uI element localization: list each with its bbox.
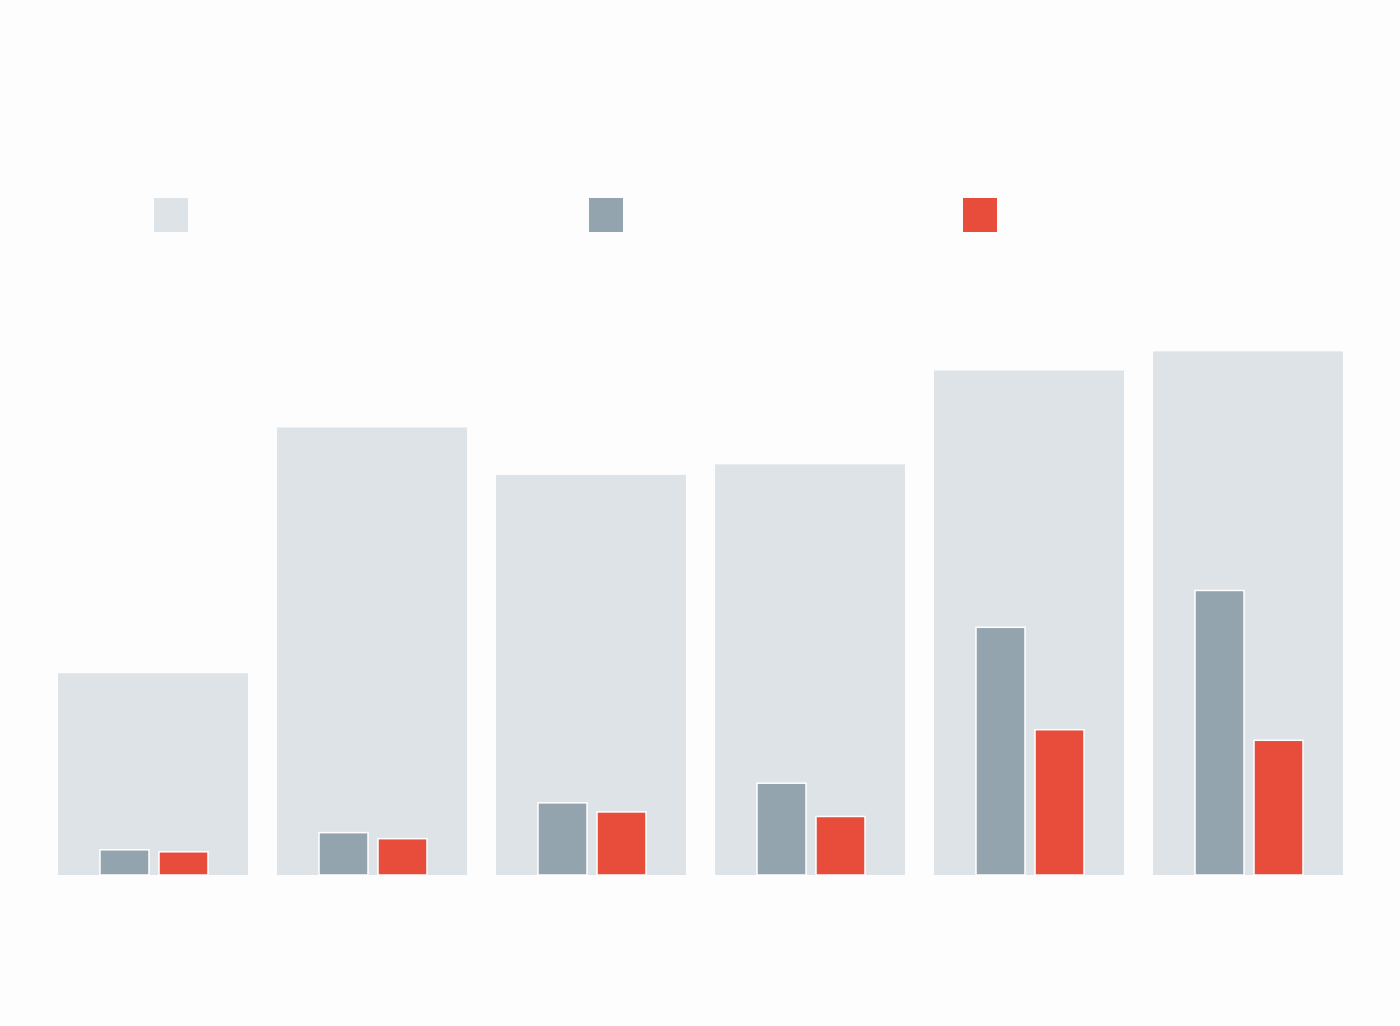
bars [58, 351, 1343, 876]
bar-group-3 [496, 474, 686, 876]
background-bar-1 [58, 673, 248, 875]
inner-right-bar-6 [1253, 739, 1304, 876]
background-bar-2 [277, 427, 467, 875]
inner-right-bar-1 [158, 851, 209, 876]
legend-swatch-1 [154, 198, 188, 232]
inner-left-bar-3 [537, 802, 588, 876]
background-bar-3 [496, 474, 686, 875]
inner-right-bar-3 [596, 811, 647, 876]
bar-group-5 [934, 370, 1124, 876]
inner-right-bar-2 [377, 837, 428, 876]
bar-group-2 [277, 427, 467, 876]
inner-left-bar-2 [318, 831, 369, 876]
bar-group-6 [1153, 351, 1343, 876]
inner-left-bar-1 [99, 849, 150, 876]
background-bar-4 [715, 464, 905, 875]
bar-group-1 [58, 673, 248, 876]
legend [154, 198, 997, 232]
inner-left-bar-5 [975, 626, 1026, 876]
inner-right-bar-4 [815, 815, 866, 876]
inner-right-bar-5 [1034, 728, 1085, 876]
inner-left-bar-6 [1194, 589, 1245, 876]
legend-swatch-2 [589, 198, 623, 232]
background-bar-5 [934, 370, 1124, 875]
inner-left-bar-4 [756, 782, 807, 876]
legend-swatch-3 [963, 198, 997, 232]
background-bar-6 [1153, 351, 1343, 876]
bar-group-4 [715, 464, 905, 876]
